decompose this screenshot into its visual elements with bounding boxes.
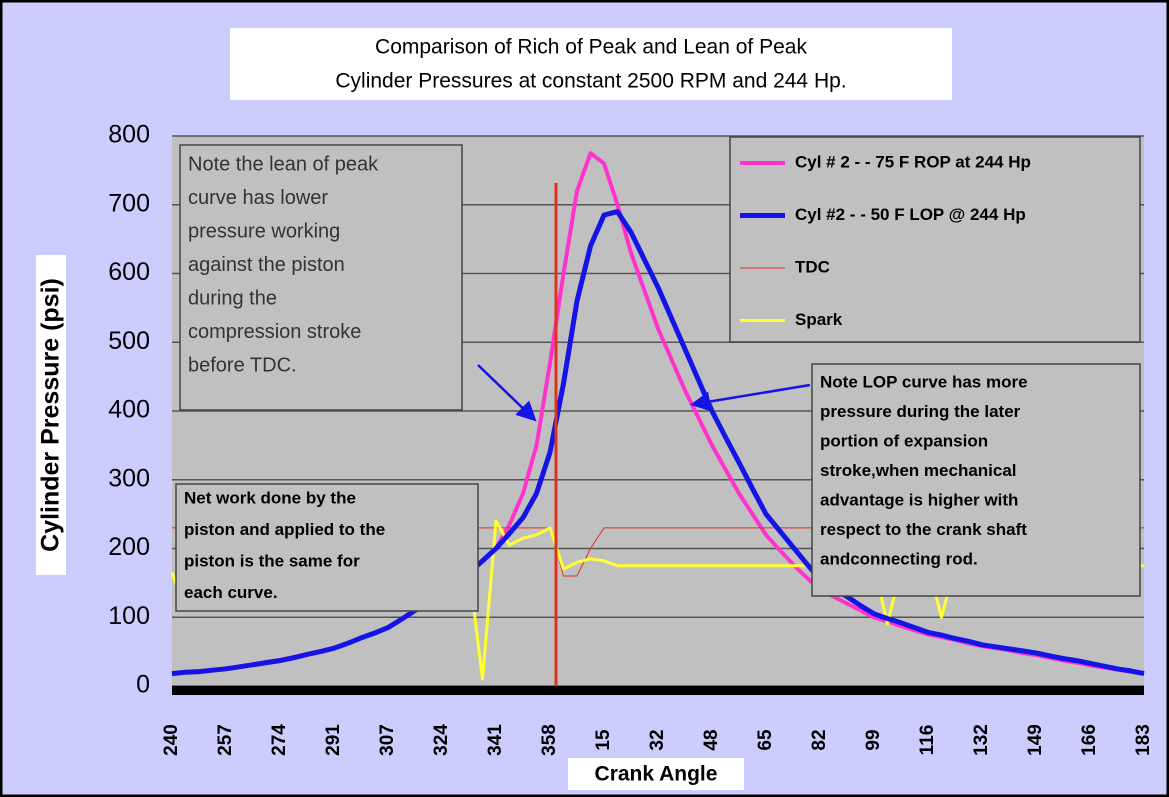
arrow [690, 383, 811, 412]
x-tick-label: 324 [431, 724, 452, 756]
annotation-text: each curve. [184, 583, 278, 602]
annotation-text: andconnecting rod. [820, 549, 978, 568]
y-tick-label: 800 [108, 121, 150, 149]
y-tick-label: 600 [108, 258, 150, 286]
x-tick-label: 15 [593, 729, 614, 751]
x-tick-label: 99 [863, 729, 884, 750]
y-tick-label: 100 [108, 602, 150, 630]
annotation-box [811, 363, 1141, 597]
x-axis-band [172, 686, 1144, 695]
annotation-text: Note LOP curve has more [820, 372, 1028, 391]
y-tick-label: 500 [108, 327, 150, 355]
annotation-text: pressure working [188, 220, 340, 242]
x-tick-label: 149 [1025, 724, 1046, 756]
x-tick-label: 257 [215, 724, 236, 756]
y-tick-label: 400 [108, 396, 150, 424]
arrow [477, 364, 537, 422]
x-tick-label: 132 [971, 724, 992, 756]
x-tick-label: 183 [1133, 724, 1154, 756]
chart-title: Cylinder Pressures at constant 2500 RPM … [335, 70, 846, 93]
x-tick-label: 48 [701, 729, 722, 750]
annotation-text: compression stroke [188, 321, 361, 343]
x-tick-label: 341 [485, 724, 506, 756]
legend-label: Spark [795, 310, 843, 329]
y-tick-label: 700 [108, 189, 150, 217]
annotation-text: stroke,when mechanical [820, 461, 1017, 480]
annotation-text: against the piston [188, 254, 345, 276]
chart-title: Comparison of Rich of Peak and Lean of P… [375, 36, 807, 59]
annotation-text: during the [188, 287, 277, 309]
series-line [171, 209, 1145, 677]
x-tick-label: 116 [917, 725, 938, 756]
x-tick-label: 307 [377, 724, 398, 756]
annotation-text: respect to the crank shaft [820, 520, 1027, 539]
y-label-box [36, 255, 66, 575]
overlay: Note the lean of peak curve has lower pres… [175, 136, 1141, 612]
y-axis-label: Cylinder Pressure (psi) [37, 278, 65, 552]
x-tick-label: 32 [647, 729, 668, 750]
annotation-box [179, 144, 463, 411]
title-box [230, 28, 952, 100]
annotation-text: Note the lean of peak [188, 153, 379, 175]
x-tick-label: 65 [755, 729, 776, 751]
x-tick-label: 358 [539, 724, 560, 756]
x-tick-label: 166 [1079, 724, 1100, 756]
annotation-box [175, 483, 479, 612]
y-tick-label: 200 [108, 533, 150, 561]
annotation-text: piston and applied to the [184, 520, 385, 539]
x-label-box [568, 758, 744, 790]
annotation-text: curve has lower [188, 187, 328, 209]
x-tick-label: 240 [161, 724, 182, 756]
y-tick-label: 0 [136, 671, 150, 699]
x-tick-label: 82 [809, 729, 830, 750]
legend-label: TDC [795, 257, 830, 276]
x-tick-label: 291 [323, 724, 344, 756]
y-tick-label: 300 [108, 464, 150, 492]
annotation-text: advantage is higher with [820, 490, 1018, 509]
legend-label: Cyl # 2 - - 75 F ROP at 244 Hp [795, 152, 1031, 171]
x-tick-label: 274 [269, 724, 290, 756]
annotation-text: Net work done by the [184, 488, 356, 507]
x-axis-label: Crank Angle [595, 763, 718, 786]
annotation-text: before TDC. [188, 354, 297, 376]
legend-box [729, 136, 1141, 343]
annotation-text: piston is the same for [184, 551, 360, 570]
legend-label: Cyl #2 - - 50 F LOP @ 244 Hp [795, 205, 1026, 224]
annotation-text: portion of expansion [820, 431, 988, 450]
annotation-text: pressure during the later [820, 402, 1021, 421]
